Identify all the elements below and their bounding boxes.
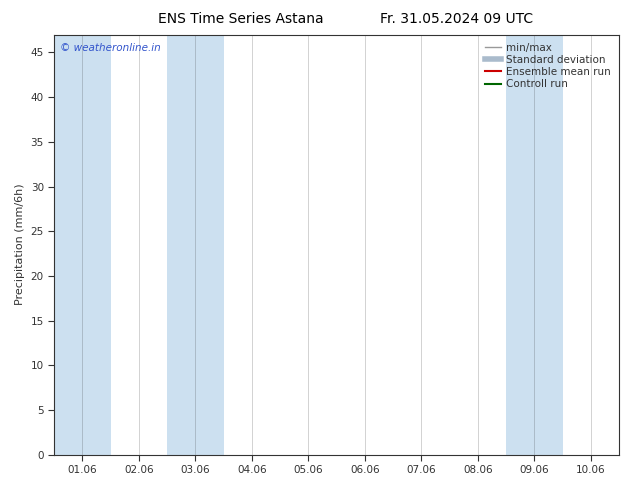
Bar: [55, 35, 111, 455]
Bar: [506, 35, 562, 455]
Y-axis label: Precipitation (mm/6h): Precipitation (mm/6h): [15, 184, 25, 305]
Bar: [619, 35, 634, 455]
Text: Fr. 31.05.2024 09 UTC: Fr. 31.05.2024 09 UTC: [380, 12, 533, 26]
Bar: [167, 35, 224, 455]
Text: © weatheronline.in: © weatheronline.in: [60, 43, 160, 53]
Text: ENS Time Series Astana: ENS Time Series Astana: [158, 12, 324, 26]
Legend: min/max, Standard deviation, Ensemble mean run, Controll run: min/max, Standard deviation, Ensemble me…: [482, 40, 614, 92]
